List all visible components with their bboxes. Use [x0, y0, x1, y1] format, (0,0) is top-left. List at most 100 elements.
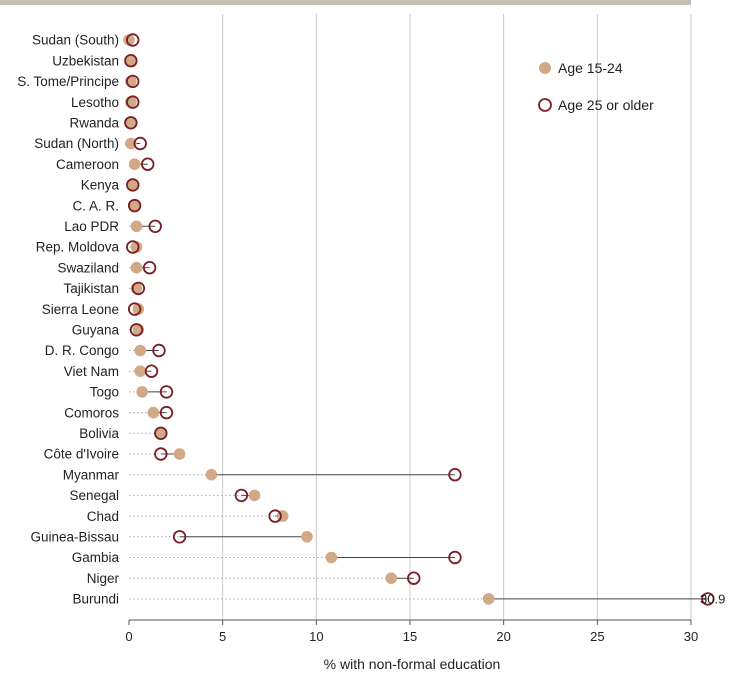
row-guyana: Guyana	[72, 323, 145, 338]
country-label-cameroon: Cameroon	[56, 157, 119, 172]
row-swaziland: Swaziland	[57, 260, 157, 275]
point-age-25-or-older-d-r-congo	[152, 343, 166, 358]
point-age-25-or-older-c-a-r	[127, 198, 142, 213]
country-label-niger: Niger	[87, 571, 120, 586]
x-tick-label-30: 30	[684, 629, 698, 644]
point-age-25-or-older-tajikistan	[131, 281, 146, 296]
row-viet-nam: Viet Nam	[64, 364, 159, 379]
point-age-25-or-older-swaziland	[142, 261, 157, 275]
point-age-25-or-older-rep-moldova	[126, 240, 140, 254]
point-age-25-or-older-lesotho	[126, 95, 140, 109]
country-label-bolivia: Bolivia	[79, 426, 119, 441]
point-age-15-24-sierra-leone	[132, 303, 145, 315]
country-label-swaziland: Swaziland	[57, 260, 119, 275]
country-label-c-te-d-ivoire: Côte d'Ivoire	[44, 447, 119, 462]
legend-marker-age-15-24	[539, 62, 551, 74]
x-tick-label-0: 0	[125, 629, 132, 644]
legend-label-age-15-24: Age 15-24	[558, 60, 623, 76]
legend-label-age-25-or-older: Age 25 or older	[558, 97, 654, 113]
point-age-25-or-older-cameroon	[141, 157, 155, 171]
row-c-te-d-ivoire: Côte d'Ivoire	[44, 447, 186, 462]
x-tick-label-15: 15	[403, 629, 417, 644]
country-label-lao-pdr: Lao PDR	[64, 219, 119, 234]
row-myanmar: Myanmar	[63, 467, 462, 482]
country-label-senegal: Senegal	[69, 488, 119, 503]
country-label-gambia: Gambia	[72, 550, 120, 565]
row-tajikistan: Tajikistan	[63, 281, 146, 296]
country-label-rep-moldova: Rep. Moldova	[36, 240, 120, 255]
point-age-25-or-older-c-te-d-ivoire	[154, 447, 168, 461]
country-label-viet-nam: Viet Nam	[64, 364, 119, 379]
row-kenya: Kenya	[81, 178, 140, 193]
point-age-25-or-older-sudan-north	[133, 136, 147, 151]
point-age-15-24-c-a-r	[128, 199, 141, 212]
point-age-25-or-older-s-tome-principe	[126, 74, 140, 89]
x-tick-label-25: 25	[590, 629, 604, 644]
row-sierra-leone: Sierra Leone	[42, 302, 145, 317]
row-lao-pdr: Lao PDR	[64, 219, 162, 234]
point-age-25-or-older-uzbekistan	[124, 54, 138, 68]
gridlines	[222, 14, 692, 620]
row-togo: Togo	[90, 385, 174, 400]
point-age-25-or-older-burundi	[701, 592, 715, 606]
point-age-15-24-gambia	[325, 551, 338, 564]
row-gambia: Gambia	[72, 550, 462, 565]
row-rep-moldova: Rep. Moldova	[36, 240, 143, 255]
point-age-25-or-older-togo	[159, 385, 174, 399]
point-age-25-or-older-guinea-bissau	[172, 530, 187, 544]
country-label-togo: Togo	[90, 385, 119, 400]
point-age-15-24-lao-pdr	[130, 220, 143, 233]
row-guides	[129, 60, 489, 600]
country-label-chad: Chad	[87, 509, 119, 524]
country-label-c-a-r: C. A. R.	[72, 198, 119, 213]
x-tick-label-5: 5	[219, 629, 226, 644]
point-age-25-or-older-rwanda	[124, 116, 138, 130]
point-age-25-or-older-viet-nam	[144, 364, 159, 378]
point-age-15-24-cameroon	[128, 158, 141, 170]
row-s-tome-principe: S. Tome/Principe	[17, 74, 140, 89]
x-tick-label-20: 20	[496, 629, 510, 644]
point-age-15-24-senegal	[248, 489, 261, 502]
row-niger: Niger	[87, 571, 421, 586]
row-d-r-congo: D. R. Congo	[45, 343, 166, 358]
country-label-kenya: Kenya	[81, 178, 120, 193]
point-age-25-or-older-chad	[268, 509, 282, 523]
point-age-15-24-niger	[385, 572, 398, 584]
point-age-15-24-guinea-bissau	[301, 531, 313, 543]
country-label-d-r-congo: D. R. Congo	[45, 343, 119, 358]
point-age-15-24-uzbekistan	[125, 54, 137, 67]
legend-marker-age-25-or-older	[538, 98, 552, 112]
country-label-sierra-leone: Sierra Leone	[42, 302, 119, 317]
point-age-25-or-older-sudan-south	[126, 33, 140, 47]
row-lesotho: Lesotho	[71, 95, 140, 110]
point-age-15-24-togo	[136, 386, 148, 398]
country-label-tajikistan: Tajikistan	[63, 281, 119, 296]
point-age-15-24-burundi	[482, 593, 495, 605]
country-label-s-tome-principe: S. Tome/Principe	[17, 74, 119, 89]
country-label-myanmar: Myanmar	[63, 467, 120, 482]
point-age-15-24-rep-moldova	[130, 241, 143, 253]
row-comoros: Comoros	[64, 405, 174, 420]
top-accent-bar	[0, 0, 691, 5]
country-label-comoros: Comoros	[64, 405, 119, 420]
point-age-15-24-swaziland	[130, 261, 143, 274]
country-label-guinea-bissau: Guinea-Bissau	[30, 530, 119, 545]
point-age-25-or-older-guyana	[129, 323, 144, 337]
row-uzbekistan: Uzbekistan	[52, 53, 138, 68]
point-age-15-24-d-r-congo	[134, 344, 147, 357]
row-sudan-south: Sudan (South)	[32, 33, 140, 48]
point-age-25-or-older-comoros	[159, 405, 174, 420]
row-c-a-r: C. A. R.	[72, 198, 142, 213]
point-age-25-or-older-lao-pdr	[148, 219, 162, 234]
data-rows: Sudan (South) Uzbekistan S. Tome/Principe L…	[17, 33, 725, 607]
country-label-sudan-south: Sudan (South)	[32, 33, 119, 48]
value-annotation-burundi: 30.9	[700, 591, 725, 606]
point-age-25-or-older-myanmar	[448, 468, 462, 482]
point-age-15-24-sudan-north	[125, 137, 137, 150]
x-tick-label-10: 10	[309, 629, 323, 644]
row-senegal: Senegal	[69, 488, 261, 503]
row-burundi: Burundi	[72, 592, 715, 607]
point-age-25-or-older-senegal	[234, 488, 249, 503]
point-age-25-or-older-kenya	[126, 178, 140, 192]
